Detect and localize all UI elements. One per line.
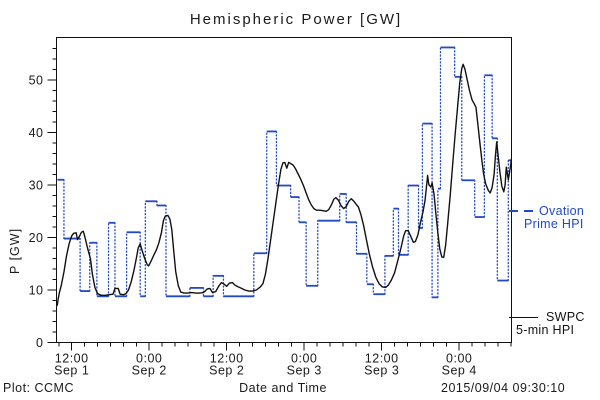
svg-text:Sep 3: Sep 3: [364, 364, 399, 378]
svg-text:0:00: 0:00: [446, 352, 472, 366]
chart-title: Hemispheric Power [GW]: [189, 11, 403, 28]
y-axis-title: P [GW]: [8, 227, 22, 274]
svg-text:Sep 3: Sep 3: [287, 364, 322, 378]
plot-timestamp: 2015/09/04 09:30:10: [441, 381, 566, 395]
ovation-prime-hpi-series: [57, 46, 512, 299]
swpc-5min-hpi-series: [56, 63, 512, 306]
legend-ovation-label-line2: Prime HPI: [524, 217, 584, 231]
svg-text:50: 50: [29, 74, 44, 88]
legend-swpc-5min-hpi: SWPC 5-min HPI: [509, 311, 585, 336]
ovation-dash-line-icon: [524, 210, 533, 212]
svg-text:0:00: 0:00: [136, 352, 162, 366]
svg-text:40: 40: [29, 126, 44, 140]
plot-area: [56, 46, 512, 306]
legend-swpc-row1: SWPC: [509, 311, 585, 323]
svg-text:Sep 2: Sep 2: [132, 364, 167, 378]
legend-swpc-label-line2: 5-min HPI: [516, 323, 575, 337]
svg-text:0: 0: [36, 336, 43, 350]
legend-swpc-label-line1: SWPC: [546, 310, 585, 324]
legend-ovation-row1: Ovation: [509, 205, 584, 217]
legend-ovation-label-line1: Ovation: [539, 204, 585, 218]
svg-text:12:00: 12:00: [210, 352, 244, 366]
svg-text:12:00: 12:00: [365, 352, 399, 366]
legend-ovation-prime-hpi: Ovation Prime HPI: [509, 205, 584, 230]
plot-credit: Plot: CCMC: [3, 381, 74, 395]
svg-text:30: 30: [29, 179, 44, 193]
svg-text:20: 20: [29, 231, 44, 245]
svg-text:0:00: 0:00: [291, 352, 317, 366]
svg-text:Sep 4: Sep 4: [442, 364, 477, 378]
svg-text:10: 10: [29, 284, 44, 298]
svg-text:Sep 1: Sep 1: [54, 364, 89, 378]
svg-text:12:00: 12:00: [55, 352, 89, 366]
svg-text:Sep 2: Sep 2: [209, 364, 244, 378]
x-axis-title: Date and Time: [239, 381, 327, 395]
swpc-solid-line-icon: [509, 316, 538, 318]
axes-frame: [47, 37, 512, 351]
ovation-dash-line-icon: [509, 210, 518, 212]
